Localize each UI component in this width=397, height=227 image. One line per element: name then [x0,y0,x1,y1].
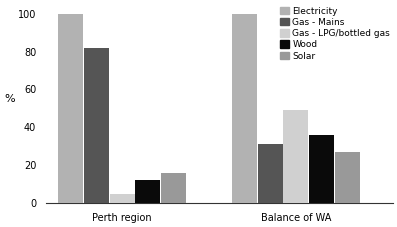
Bar [135,180,160,203]
Bar [161,173,186,203]
Bar [258,144,283,203]
Bar [84,48,109,203]
Legend: Electricity, Gas - Mains, Gas - LPG/bottled gas, Wood, Solar: Electricity, Gas - Mains, Gas - LPG/bott… [278,5,392,62]
Bar [110,194,135,203]
Bar [283,110,308,203]
Y-axis label: %: % [4,94,15,104]
Bar [232,14,257,203]
Bar [58,14,83,203]
Bar [309,135,334,203]
Bar [335,152,360,203]
